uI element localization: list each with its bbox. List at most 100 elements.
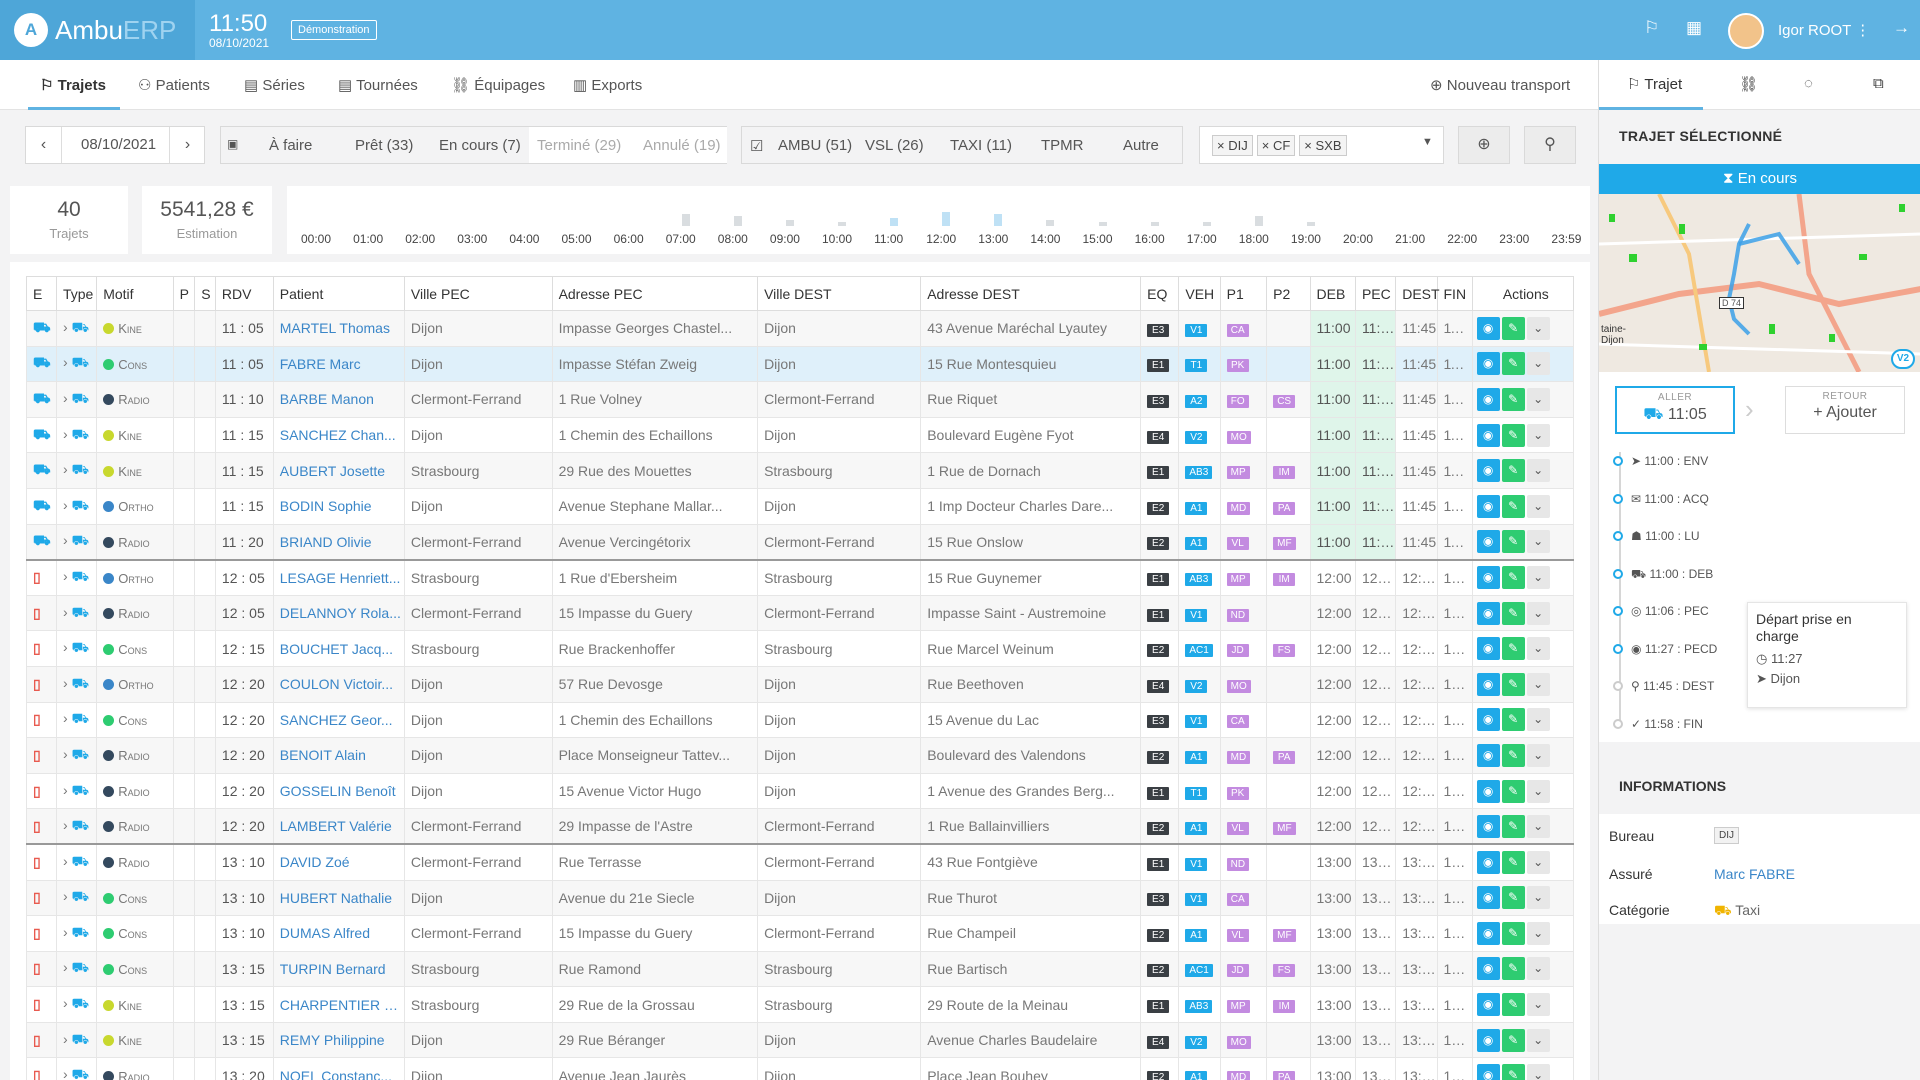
- vehicle-tag[interactable]: V1: [1185, 893, 1208, 907]
- crew-tag[interactable]: E2: [1147, 537, 1170, 551]
- timeline-step[interactable]: ✓ 11:58 : FIN: [1613, 717, 1703, 731]
- chevron-down-icon[interactable]: ⌄: [1526, 566, 1550, 590]
- edit-pencil-icon[interactable]: ✎: [1501, 743, 1525, 767]
- person1-tag[interactable]: JD: [1226, 644, 1249, 658]
- vehicle-tag[interactable]: V1: [1185, 857, 1208, 871]
- vehicle-tag[interactable]: AC1: [1185, 644, 1213, 658]
- table-row[interactable]: ⛟ › ⛟ Kine 11 : 15 SANCHEZ Chan... Dijon 1 Che…: [26, 416, 1575, 454]
- status-a-faire[interactable]: À faire: [269, 137, 313, 154]
- patient-link[interactable]: DUMAS Alfred: [272, 915, 405, 952]
- view-eye-icon[interactable]: ◉: [1476, 708, 1500, 732]
- patient-link[interactable]: BRIAND Olivie: [272, 523, 405, 561]
- tab-patients[interactable]: ⚇ Patients: [138, 77, 210, 94]
- expand-icon[interactable]: ›: [62, 639, 68, 656]
- expand-icon[interactable]: ›: [62, 888, 68, 905]
- view-eye-icon[interactable]: ◉: [1476, 637, 1500, 661]
- person1-tag[interactable]: MP: [1226, 466, 1250, 480]
- view-eye-icon[interactable]: ◉: [1476, 530, 1500, 554]
- person1-tag[interactable]: PK: [1226, 786, 1249, 800]
- patient-link[interactable]: LAMBERT Valérie: [272, 808, 405, 845]
- person2-tag[interactable]: CS: [1273, 394, 1296, 408]
- type-taxi[interactable]: TAXI (11): [950, 137, 1012, 154]
- view-eye-icon[interactable]: ◉: [1476, 494, 1500, 518]
- grid-icon[interactable]: ▦: [1686, 18, 1703, 37]
- table-row[interactable]: ▯ › ⛟ Kine 13 : 15 REMY Philippine Dijon 29 Ru…: [26, 1021, 1575, 1059]
- tab-series[interactable]: ▤ Séries: [244, 77, 305, 94]
- person1-tag[interactable]: CA: [1226, 323, 1249, 337]
- table-row[interactable]: ⛟ › ⛟ Radio 11 : 20 BRIAND Olivie Clermont-Fe…: [26, 523, 1575, 561]
- column-header[interactable]: Ville PEC: [403, 276, 553, 311]
- table-row[interactable]: ▯ › ⛟ Cons 13 : 15 TURPIN Bernard Strasbourg R…: [26, 950, 1575, 988]
- column-header[interactable]: E: [26, 276, 57, 311]
- expand-icon[interactable]: ›: [62, 959, 68, 976]
- patient-link[interactable]: BARBE Manon: [272, 381, 405, 418]
- vehicle-tag[interactable]: A1: [1185, 537, 1208, 551]
- chevron-down-icon[interactable]: ⌄: [1526, 743, 1550, 767]
- edit-pencil-icon[interactable]: ✎: [1501, 779, 1525, 803]
- edit-pencil-icon[interactable]: ✎: [1501, 814, 1525, 838]
- view-eye-icon[interactable]: ◉: [1476, 1028, 1500, 1052]
- column-header[interactable]: DEST: [1395, 276, 1440, 311]
- hierarchy-icon[interactable]: ⧉: [1873, 75, 1884, 92]
- patient-link[interactable]: HUBERT Nathalie: [272, 879, 405, 917]
- column-header[interactable]: Actions: [1471, 276, 1575, 311]
- status-annule[interactable]: Annulé (19): [643, 137, 721, 154]
- table-row[interactable]: ▯ › ⛟ Cons 13 : 10 HUBERT Nathalie Dijon Avenu…: [26, 879, 1575, 917]
- vehicle-tag[interactable]: V2: [1185, 1035, 1208, 1049]
- edit-pencil-icon[interactable]: ✎: [1501, 1064, 1525, 1080]
- expand-icon[interactable]: ›: [62, 710, 68, 727]
- signpost-icon[interactable]: ⚐: [1644, 18, 1660, 37]
- expand-icon[interactable]: ›: [62, 816, 68, 833]
- crew-tag[interactable]: E1: [1147, 1000, 1170, 1014]
- table-row[interactable]: ▯ › ⛟ Ortho 12 : 20 COULON Victoir... Dijon 57…: [26, 665, 1575, 703]
- tab-exports[interactable]: ▥ Exports: [573, 77, 643, 94]
- chevron-down-icon[interactable]: ⌄: [1526, 957, 1550, 981]
- chevron-down-icon[interactable]: ⌄: [1526, 921, 1550, 945]
- office-chip[interactable]: × DIJ: [1212, 135, 1253, 156]
- search-button[interactable]: ⚲: [1524, 126, 1576, 164]
- crew-tag[interactable]: E2: [1147, 750, 1170, 764]
- view-eye-icon[interactable]: ◉: [1476, 566, 1500, 590]
- chevron-down-icon[interactable]: ⌄: [1526, 779, 1550, 803]
- office-select[interactable]: × DIJ × CF × SXB ▼: [1199, 126, 1444, 164]
- crew-tag[interactable]: E3: [1147, 893, 1170, 907]
- column-header[interactable]: RDV: [214, 276, 274, 311]
- crew-tag[interactable]: E2: [1147, 928, 1170, 942]
- timeline-step[interactable]: ✉ 11:00 : ACQ: [1613, 492, 1709, 506]
- edit-pencil-icon[interactable]: ✎: [1501, 459, 1525, 483]
- chevron-down-icon[interactable]: ⌄: [1526, 708, 1550, 732]
- crew-tag[interactable]: E3: [1147, 323, 1170, 337]
- person1-tag[interactable]: MO: [1226, 430, 1251, 444]
- view-eye-icon[interactable]: ◉: [1476, 352, 1500, 376]
- table-row[interactable]: ▯ › ⛟ Ortho 12 : 05 LESAGE Henriett... Strasb…: [26, 558, 1575, 596]
- timeline-step[interactable]: ⚲ 11:45 : DEST: [1613, 679, 1714, 693]
- timeline-step[interactable]: ➤ 11:00 : ENV: [1613, 454, 1708, 468]
- chevron-down-icon[interactable]: ⌄: [1526, 886, 1550, 910]
- timeline-step[interactable]: ⛟ 11:00 : DEB: [1613, 567, 1713, 583]
- crew-tag[interactable]: E1: [1147, 359, 1170, 373]
- crew-tag[interactable]: E2: [1147, 821, 1170, 835]
- column-header[interactable]: Adresse PEC: [551, 276, 759, 311]
- edit-pencil-icon[interactable]: ✎: [1501, 530, 1525, 554]
- crew-tag[interactable]: E2: [1147, 501, 1170, 515]
- person2-tag[interactable]: IM: [1273, 466, 1296, 480]
- crew-tag[interactable]: E1: [1147, 608, 1170, 622]
- prev-day-button[interactable]: ‹: [26, 127, 62, 163]
- new-transport-button[interactable]: ⊕ Nouveau transport: [1430, 77, 1571, 94]
- edit-pencil-icon[interactable]: ✎: [1501, 672, 1525, 696]
- insured-link[interactable]: Marc FABRE: [1714, 866, 1795, 882]
- chevron-down-icon[interactable]: ⌄: [1526, 814, 1550, 838]
- type-autre[interactable]: Autre: [1123, 137, 1159, 154]
- expand-icon[interactable]: ›: [62, 852, 68, 869]
- table-row[interactable]: ▯ › ⛟ Radio 13 : 20 NOEL Constanc... Dijon Ave…: [26, 1057, 1575, 1080]
- person2-tag[interactable]: MF: [1273, 821, 1296, 835]
- column-header[interactable]: Type: [55, 276, 98, 311]
- user-name[interactable]: Igor ROOT ⋮: [1778, 22, 1871, 39]
- table-row[interactable]: ▯ › ⛟ Radio 12 : 20 BENOIT Alain Dijon Place M…: [26, 737, 1575, 774]
- chevron-down-icon[interactable]: ⌄: [1526, 459, 1550, 483]
- view-eye-icon[interactable]: ◉: [1476, 993, 1500, 1017]
- edit-pencil-icon[interactable]: ✎: [1501, 637, 1525, 661]
- patient-link[interactable]: REMY Philippine: [272, 1021, 405, 1059]
- person1-tag[interactable]: ND: [1226, 608, 1250, 622]
- vehicle-tag[interactable]: AC1: [1185, 964, 1213, 978]
